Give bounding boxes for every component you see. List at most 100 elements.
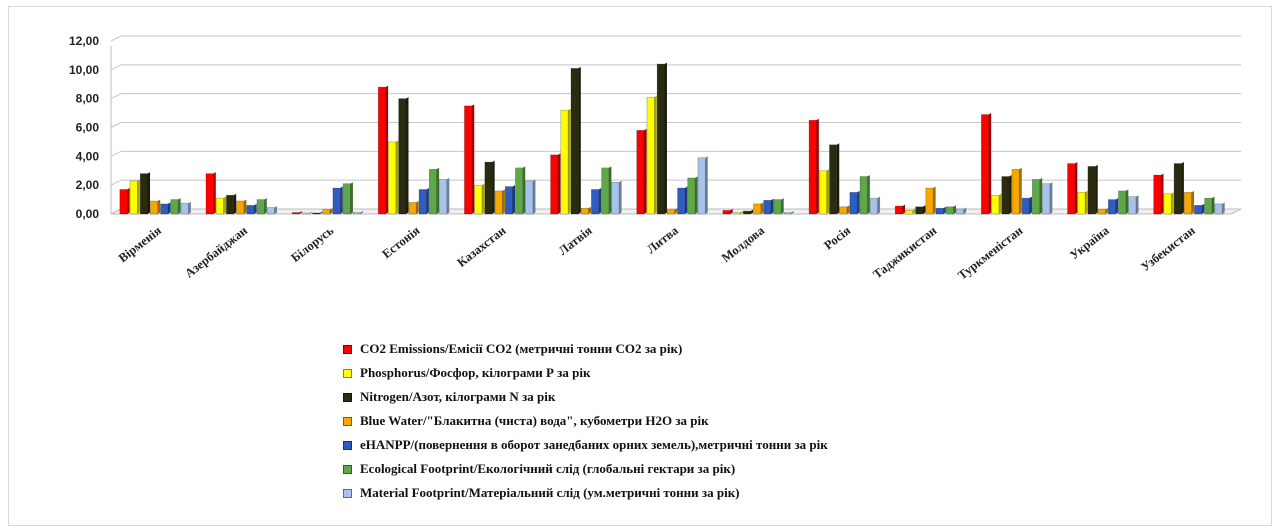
bar-side — [684, 186, 688, 214]
bar — [494, 190, 503, 215]
bar-side — [1160, 173, 1164, 214]
bar-side — [223, 196, 226, 214]
bar — [226, 194, 234, 215]
bar-side — [988, 113, 992, 214]
bar — [611, 181, 620, 215]
bar-side — [619, 180, 622, 214]
legend-item: Blue Water/"Блакитна (чиста) вода", кубо… — [343, 409, 828, 433]
x-tick-label: Білорусь — [288, 223, 336, 265]
bar-side — [137, 179, 140, 214]
bar — [981, 114, 989, 215]
bar-side — [578, 66, 581, 214]
bar — [1194, 205, 1203, 215]
bar — [808, 119, 817, 215]
bar — [591, 189, 599, 215]
bar-side — [416, 200, 419, 214]
bar — [418, 189, 427, 215]
bar-side — [188, 201, 191, 214]
x-tick-label: Вірменія — [116, 223, 164, 265]
bar — [408, 202, 417, 215]
bar — [302, 212, 310, 215]
bar-side — [598, 187, 602, 214]
bar-side — [953, 205, 957, 214]
bar — [697, 157, 706, 215]
bar-side — [157, 199, 161, 214]
bar-side — [877, 196, 881, 214]
bar — [388, 141, 397, 215]
bar-side — [846, 205, 850, 214]
legend-label: Nitrogen/Азот, кілограми N за рік — [360, 389, 556, 404]
bar-side — [1201, 203, 1205, 214]
bar-side — [299, 211, 302, 214]
bar-side — [405, 97, 409, 214]
bar — [601, 167, 610, 215]
bar-side — [998, 193, 1002, 214]
bar — [525, 180, 534, 215]
bar-side — [902, 204, 906, 214]
bar-side — [608, 166, 612, 214]
bar-side — [309, 211, 313, 214]
y-tick-label: 8,00 — [76, 92, 100, 106]
bar — [1087, 166, 1096, 215]
y-tick-label: 0,00 — [76, 207, 100, 221]
legend-swatch — [343, 344, 352, 354]
legend-item: Material Footprint/Матеріальний слід (ум… — [343, 481, 828, 505]
chart-frame: 0,00 2,00 4,00 6,00 8,00 10,00 12,00 Вірменія А… — [8, 6, 1272, 526]
bar — [1128, 196, 1137, 215]
bar — [667, 209, 675, 215]
bar-side — [492, 160, 495, 214]
bar-side — [705, 156, 708, 214]
bar — [342, 183, 351, 215]
bar-side — [664, 62, 667, 214]
bar — [869, 197, 878, 215]
x-tick-label: Росія — [821, 223, 853, 252]
x-tick-label: Таджикистан — [870, 223, 939, 281]
bar-side — [330, 208, 333, 214]
bar — [560, 109, 569, 215]
bar-side — [1074, 162, 1078, 214]
bar — [312, 212, 321, 215]
bar-side — [512, 185, 516, 214]
bar — [180, 202, 189, 215]
bar — [1183, 192, 1192, 215]
bar — [732, 212, 741, 215]
bar — [474, 184, 483, 215]
bar-side — [568, 108, 571, 214]
bar — [129, 180, 138, 215]
bar — [139, 173, 148, 215]
gridline — [110, 150, 1241, 157]
legend-item: Phosphorus/Фосфор, кілограми Р за рік — [343, 361, 828, 385]
bar — [246, 205, 255, 215]
bar-side — [1029, 196, 1032, 214]
bar — [839, 206, 848, 215]
legend-item: Nitrogen/Азот, кілограми N за рік — [343, 385, 828, 409]
y-tick-label: 10,00 — [69, 63, 99, 77]
bar — [1077, 192, 1086, 215]
x-axis: Вірменія Азербайджан Білорусь Естонія Казахс… — [116, 223, 1198, 283]
x-tick-label: Естонія — [379, 223, 422, 261]
x-tick-label: Молдова — [719, 223, 768, 265]
x-tick-label: Литва — [644, 223, 681, 256]
bar — [677, 187, 686, 215]
bar — [215, 197, 224, 215]
bar-side — [532, 179, 536, 214]
bar — [236, 200, 245, 215]
bar — [687, 177, 696, 215]
bar-side — [319, 211, 323, 214]
bar-side — [912, 208, 916, 214]
bar-side — [243, 199, 247, 214]
y-tick-label: 6,00 — [76, 121, 100, 135]
bar-side — [1105, 208, 1108, 214]
bar — [859, 176, 868, 215]
bar-chart: 0,00 2,00 4,00 6,00 8,00 10,00 12,00 Вірменія А… — [69, 34, 1242, 283]
bar-side — [781, 198, 784, 214]
bar — [550, 154, 559, 215]
bar — [1042, 183, 1051, 215]
bar-side — [264, 198, 267, 214]
bar-side — [502, 189, 505, 214]
bar-side — [1095, 164, 1098, 214]
bar-side — [274, 206, 277, 214]
y-axis: 0,00 2,00 4,00 6,00 8,00 10,00 12,00 — [69, 34, 99, 221]
x-tick-label: Казахстан — [455, 223, 509, 270]
bar — [160, 203, 169, 215]
